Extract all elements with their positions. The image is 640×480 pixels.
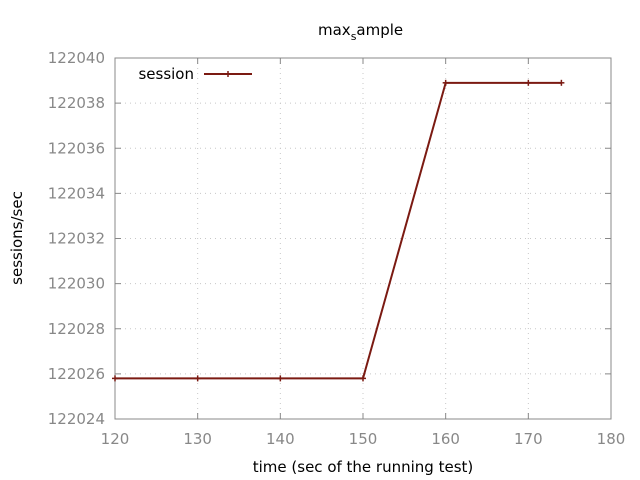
series-layer [112,79,565,382]
data-point-session-5 [525,79,532,86]
y-axis-label: sessions/sec [8,191,26,285]
x-tick-label-120: 120 [101,430,130,448]
y-tick-label-122032: 122032 [48,230,105,248]
legend: session [138,65,252,83]
legend-label-session: session [138,65,194,83]
x-axis-label: time (sec of the running test) [253,458,474,476]
series-line-session [115,81,562,380]
chart-title-main: max [318,21,351,39]
y-tick-label-122040: 122040 [48,49,105,67]
x-tick-label-180: 180 [597,430,626,448]
y-tick-label-122024: 122024 [48,410,105,428]
x-tick-label-130: 130 [183,430,212,448]
x-tick-label-150: 150 [349,430,378,448]
y-tick-label-122036: 122036 [48,139,105,157]
x-tick-label-140: 140 [266,430,295,448]
x-tick-label-160: 160 [431,430,460,448]
y-tick-label-122034: 122034 [48,184,105,202]
chart-title-sub: s [351,30,357,43]
data-point-session-6 [558,79,565,86]
y-tick-label-122038: 122038 [48,94,105,112]
data-point-session-4 [442,79,449,86]
chart-title: maxsample [318,21,403,43]
y-tick-label-122030: 122030 [48,275,105,293]
data-point-session-3 [360,375,366,382]
data-point-session-1 [194,375,201,382]
y-tick-label-122026: 122026 [48,365,105,383]
grid [115,58,611,419]
x-tick-label-170: 170 [514,430,543,448]
legend-marker-point [225,71,231,77]
chart-title-rest: ample [356,21,403,39]
y-tick-label-122028: 122028 [48,320,105,338]
axis-ticks: 120 130 140 150 160 170 180 122024 122026 122028 1… [48,49,626,448]
data-point-session-2 [277,375,284,382]
legend-marker-session [225,71,231,77]
data-point-session-0 [112,375,118,382]
